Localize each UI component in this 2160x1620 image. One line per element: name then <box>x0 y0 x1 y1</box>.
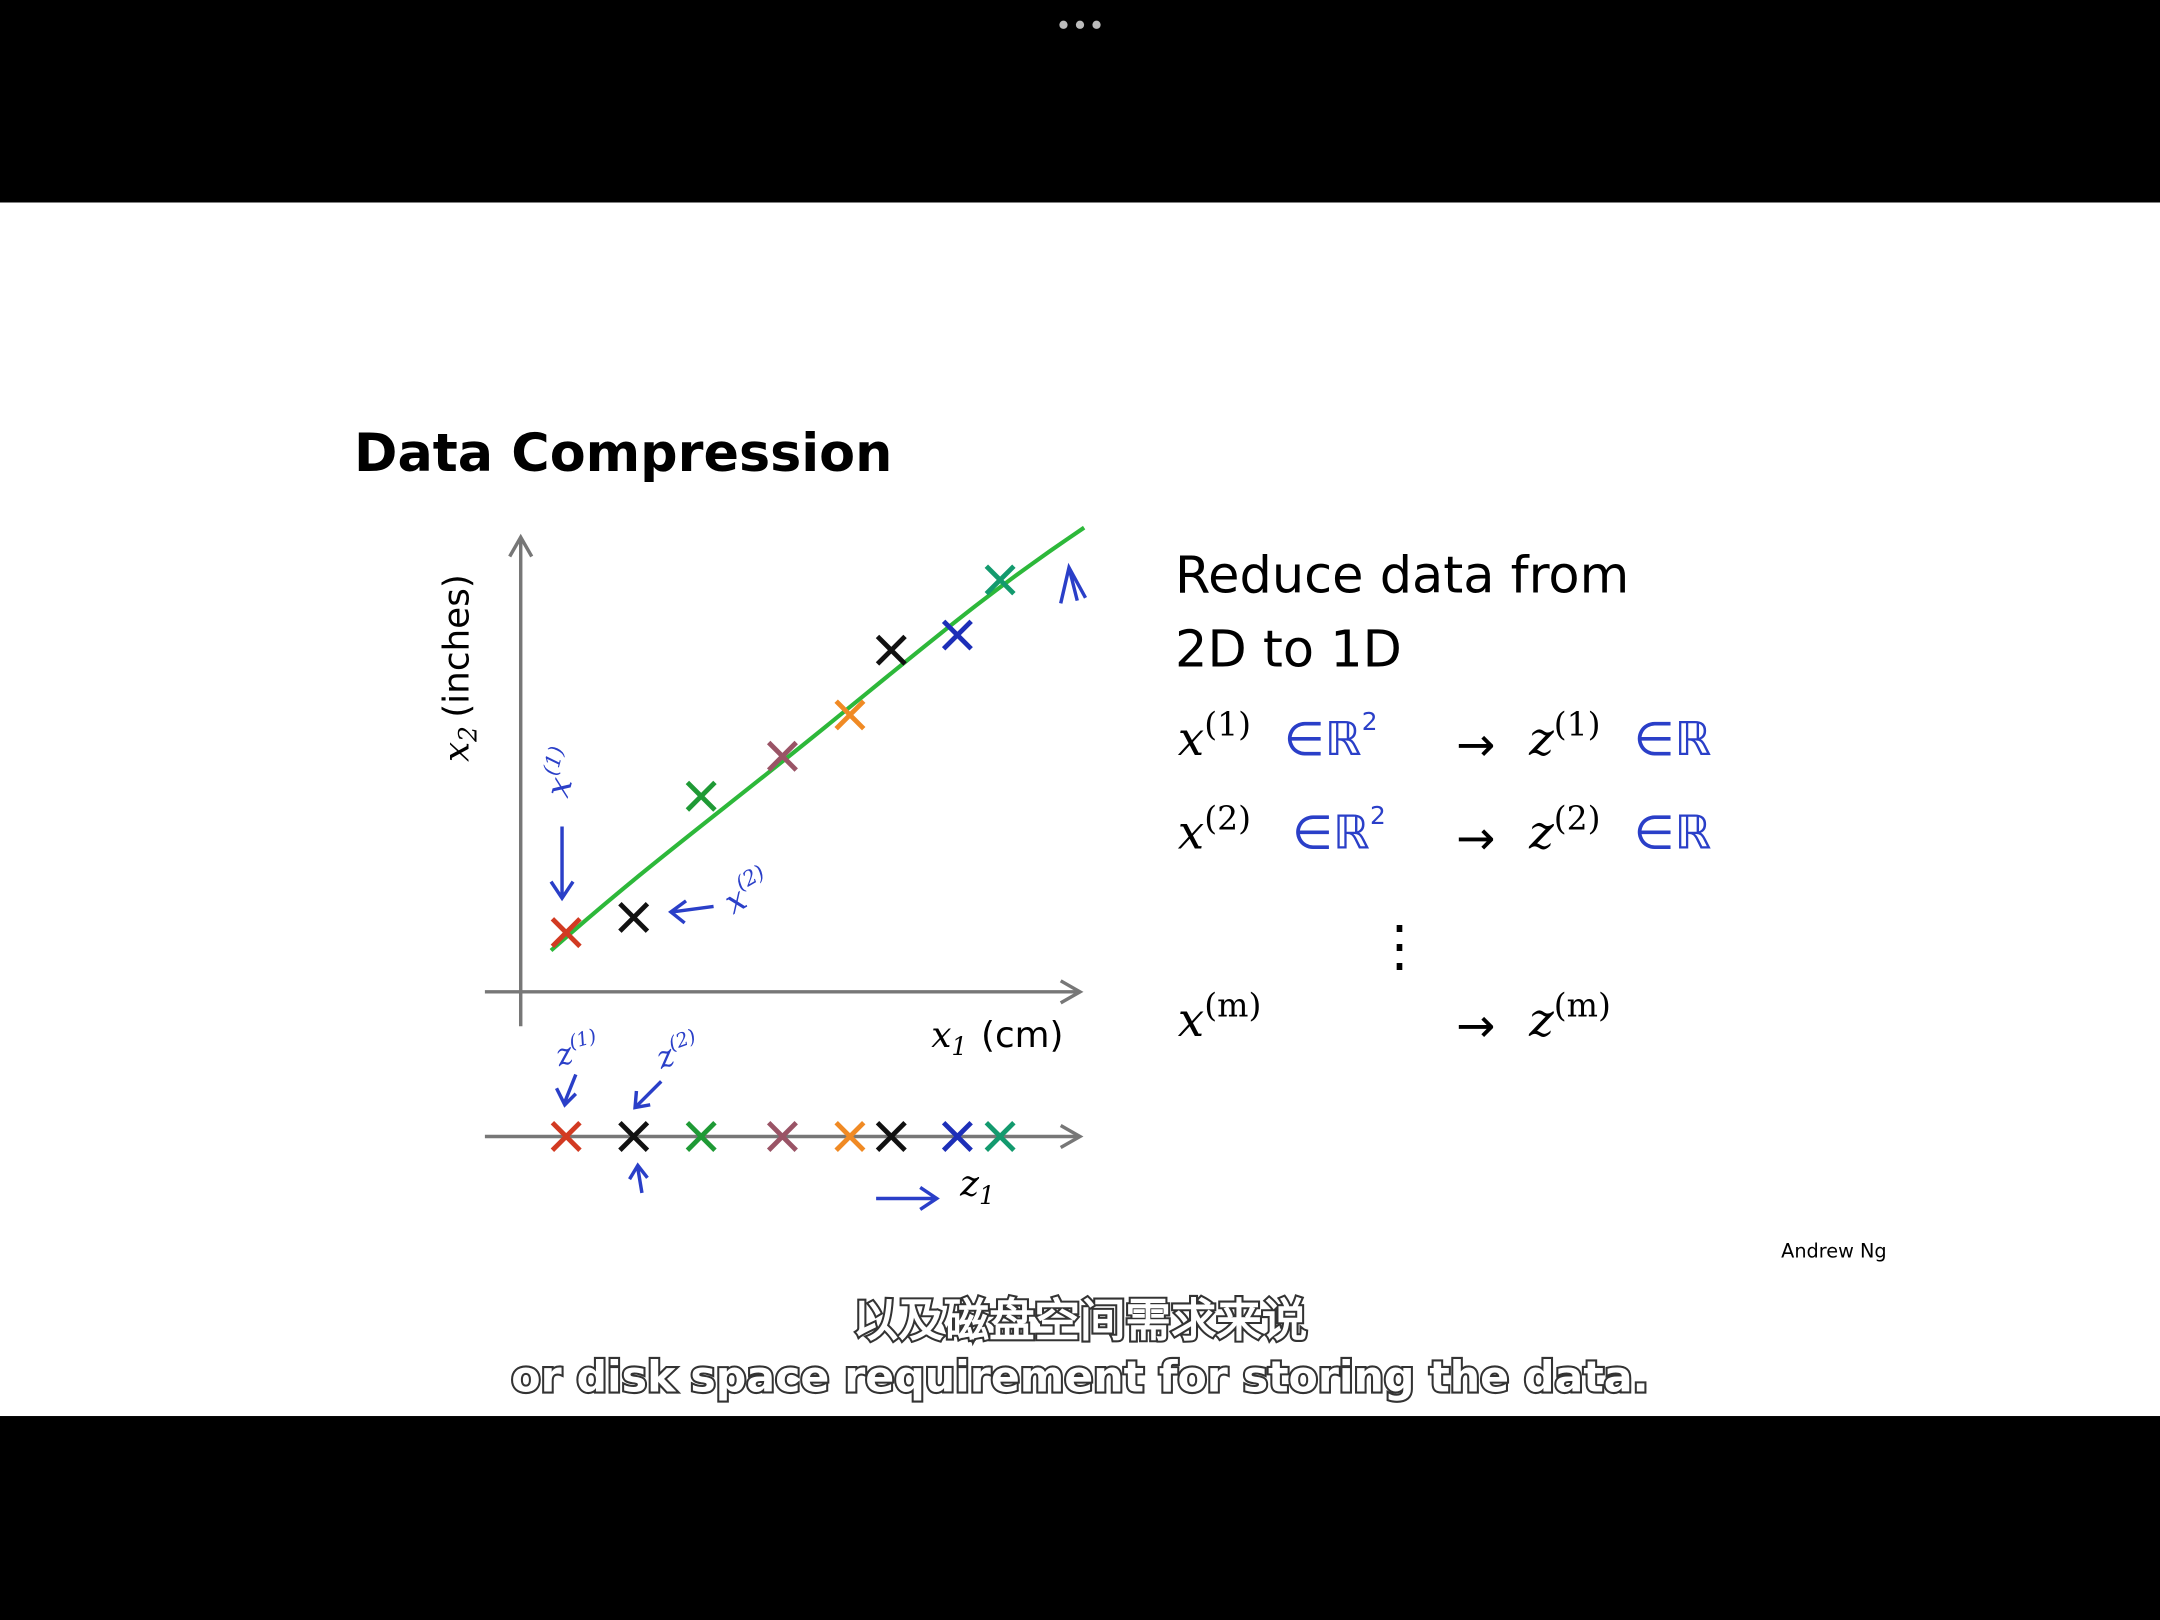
set: ∈ℝ <box>1634 713 1712 767</box>
mapping-from: x(m) <box>1178 986 1262 1048</box>
mapping-from: x(2) <box>1178 798 1251 860</box>
cross <box>766 1120 798 1152</box>
var: x <box>1178 713 1204 767</box>
set: ∈ℝ2 <box>1292 801 1386 861</box>
cross <box>834 699 866 731</box>
cross <box>941 1120 973 1152</box>
axes <box>484 533 1084 1149</box>
sup: (m) <box>1204 986 1261 1025</box>
cross <box>875 634 907 666</box>
set-sup: 2 <box>1370 801 1386 830</box>
set: ∈ℝ <box>1634 807 1712 861</box>
set-name: ∈ℝ <box>1292 807 1370 861</box>
data-points <box>550 564 1016 1152</box>
sup: (m) <box>1554 986 1611 1025</box>
mapping-to: z(1) <box>1528 705 1600 767</box>
arrow: → <box>1456 718 1495 772</box>
mapping-from: x(1) <box>1178 705 1251 767</box>
credit: Andrew Ng <box>1781 1240 1887 1263</box>
y-axis-label: x2(inches) <box>436 574 482 762</box>
cross <box>618 1120 650 1152</box>
cross <box>550 917 582 949</box>
slide <box>0 202 2160 1417</box>
set-name: ∈ℝ <box>1284 713 1362 767</box>
var: x <box>1178 994 1204 1048</box>
slide-title: Data Compression <box>354 423 892 484</box>
sup: (2) <box>1554 798 1601 837</box>
cross <box>685 780 717 812</box>
mappings: x(1) ∈ℝ2 → z(1) ∈ℝx(2) ∈ℝ2 → z(2) ∈ℝx(m) → z(m) <box>1178 705 1712 1054</box>
statement: Reduce data from <box>1175 546 1629 605</box>
subtitle-chinese: 以及磁盘空间需求来说 <box>853 1294 1307 1347</box>
mapping-to: z(2) <box>1528 798 1600 860</box>
sup: (2) <box>1204 798 1251 837</box>
cross <box>984 1120 1016 1152</box>
menu-dots[interactable] <box>1059 20 1101 29</box>
var: z <box>1528 713 1554 767</box>
cross <box>834 1120 866 1152</box>
sup: (1) <box>1204 705 1251 744</box>
var: x <box>1178 807 1204 861</box>
cross <box>766 740 798 772</box>
arrow: → <box>1456 812 1495 866</box>
cross <box>984 564 1016 596</box>
cross <box>941 619 973 651</box>
set-sup: 2 <box>1362 707 1378 736</box>
statement: 2D to 1D <box>1175 621 1402 680</box>
var: z <box>1528 807 1554 861</box>
cross <box>875 1120 907 1152</box>
set: ∈ℝ2 <box>1284 707 1378 767</box>
z-axis-label: z1 <box>959 1164 995 1210</box>
cross <box>550 1120 582 1152</box>
ellipsis: ⋮ <box>1372 913 1427 977</box>
var: z <box>1528 994 1554 1048</box>
player-bottom <box>0 1416 2160 1620</box>
mapping-to: z(m) <box>1528 986 1611 1048</box>
cross <box>618 901 650 933</box>
cross <box>685 1120 717 1152</box>
arrow: → <box>1456 999 1495 1053</box>
subtitle-english: or disk space requirement for storing th… <box>511 1352 1649 1402</box>
hand-arrows <box>549 562 1088 1211</box>
sup: (1) <box>1554 705 1601 744</box>
x-axis-label: x1 (cm) <box>931 1015 1063 1061</box>
